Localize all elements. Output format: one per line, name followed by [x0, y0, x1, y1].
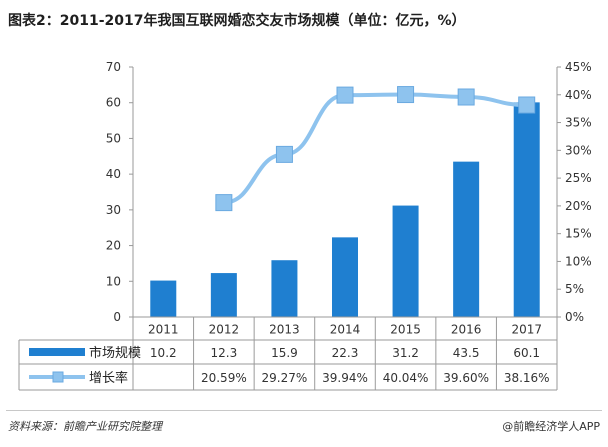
- source-note: 资料来源：前瞻产业研究院整理: [8, 420, 162, 433]
- right-tick-label: 45%: [565, 60, 592, 74]
- growth-marker: [215, 194, 233, 212]
- category-label: 2011: [148, 323, 179, 337]
- bar-value-label: 12.3: [210, 346, 237, 360]
- growth-marker: [518, 96, 536, 114]
- category-label: 2017: [511, 323, 542, 337]
- growth-value-label: 20.59%: [201, 371, 247, 385]
- left-tick-label: 50: [106, 131, 121, 145]
- growth-marker: [336, 86, 354, 104]
- left-tick-label: 30: [106, 203, 121, 217]
- growth-line: [223, 92, 527, 205]
- growth-value-label: 39.94%: [322, 371, 368, 385]
- left-tick-label: 0: [113, 310, 121, 324]
- right-tick-label: 5%: [565, 282, 584, 296]
- legend-line-marker: [52, 371, 64, 383]
- left-tick-label: 40: [106, 167, 121, 181]
- growth-marker: [457, 88, 475, 106]
- left-tick-label: 10: [106, 274, 121, 288]
- growth-marker: [275, 145, 293, 163]
- category-label: 2013: [269, 323, 300, 337]
- category-label: 2014: [330, 323, 361, 337]
- legend-bar-name: 市场规模: [89, 345, 141, 361]
- bar: [150, 280, 177, 317]
- right-tick-label: 20%: [565, 199, 592, 213]
- legend-line-name: 增长率: [89, 370, 128, 386]
- bar-value-label: 15.9: [271, 346, 298, 360]
- bar: [271, 260, 298, 317]
- right-tick-label: 35%: [565, 116, 592, 130]
- left-tick-label: 70: [106, 60, 121, 74]
- category-label: 2012: [209, 323, 240, 337]
- chart-title: 图表2：2011-2017年我国互联网婚恋交友市场规模（单位：亿元，%）: [8, 13, 466, 29]
- left-tick-label: 20: [106, 239, 121, 253]
- footer-divider: [6, 410, 602, 411]
- category-label: 2015: [390, 323, 421, 337]
- bar: [392, 205, 419, 317]
- bar-value-label: 22.3: [332, 346, 359, 360]
- bar-value-label: 43.5: [453, 346, 480, 360]
- growth-value-label: 40.04%: [383, 371, 429, 385]
- bar-value-label: 31.2: [392, 346, 419, 360]
- growth-value-label: 29.27%: [262, 371, 308, 385]
- growth-value-label: 39.60%: [443, 371, 489, 385]
- growth-marker: [397, 86, 415, 104]
- brand-label: @前瞻经济学人APP: [502, 420, 600, 433]
- left-tick-label: 60: [106, 96, 121, 110]
- right-tick-label: 30%: [565, 143, 592, 157]
- bar: [332, 237, 358, 317]
- bar-value-label: 10.2: [150, 346, 177, 360]
- legend-bar-swatch: [29, 348, 85, 356]
- bar: [210, 273, 237, 317]
- right-tick-label: 40%: [565, 88, 592, 102]
- bar-value-label: 60.1: [513, 346, 540, 360]
- right-tick-label: 25%: [565, 171, 592, 185]
- right-tick-label: 0%: [565, 310, 584, 324]
- right-tick-label: 15%: [565, 227, 592, 241]
- right-tick-label: 10%: [565, 254, 592, 268]
- category-label: 2016: [451, 323, 482, 337]
- bar: [453, 161, 480, 317]
- bar: [513, 102, 540, 317]
- growth-value-label: 38.16%: [504, 371, 550, 385]
